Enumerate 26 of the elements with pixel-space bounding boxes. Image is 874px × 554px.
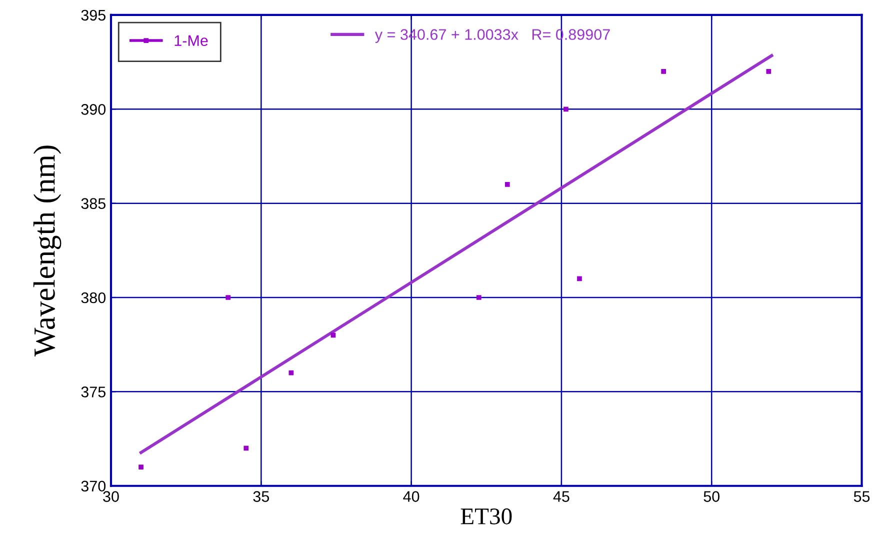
point (476, 295, 482, 300)
point (288, 370, 294, 376)
y-tick-label: 385 (81, 198, 106, 210)
point (504, 182, 510, 187)
x-tick-label: 45 (553, 491, 570, 502)
y-tick-label: 390 (81, 104, 106, 115)
x-tick-label: 50 (704, 491, 720, 502)
legend-label: 1-Me (174, 35, 208, 46)
y-tick-label: 370 (81, 480, 106, 492)
point (661, 69, 666, 74)
point (226, 295, 231, 300)
x-tick-label: 30 (103, 491, 119, 502)
point (330, 332, 336, 338)
y-tick-label: 375 (81, 386, 106, 398)
point (138, 464, 144, 470)
point (766, 69, 772, 74)
point (244, 446, 249, 451)
x-tick-label: 55 (854, 491, 870, 502)
point (577, 276, 582, 282)
x-tick-label: 40 (403, 491, 420, 502)
x-tick-label: 35 (253, 491, 270, 502)
y-tick-label: 380 (81, 292, 106, 304)
x-axis-title: ET30 (460, 508, 512, 524)
y-tick-label: 395 (81, 10, 106, 21)
y-axis-title: Wavelength (nm) (33, 146, 62, 356)
point (564, 106, 568, 112)
